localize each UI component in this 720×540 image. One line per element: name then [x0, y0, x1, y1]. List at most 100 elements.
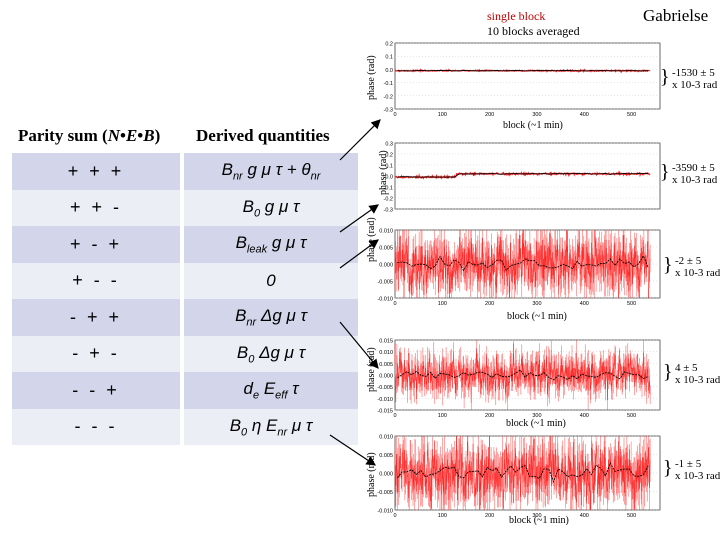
y-axis-label: phase (rad): [378, 150, 389, 195]
x-tick-label: 200: [485, 301, 494, 307]
x-tick-label: 400: [580, 513, 589, 519]
derived-quantity: B0 η Enr μ τ: [184, 408, 358, 445]
parity-row: - - - B0 η Enr μ τ: [12, 408, 358, 445]
y-tick-label: 0.0: [385, 68, 393, 74]
y-tick-label: 0.2: [385, 153, 393, 159]
author-name: Gabrielse: [643, 6, 709, 25]
y-tick-label: -0.3: [384, 108, 393, 114]
x-tick-label: 100: [438, 301, 447, 307]
y-tick-label: 0.3: [385, 142, 393, 148]
y-tick-label: -0.2: [384, 94, 393, 100]
derived-quantity: Bleak g μ τ: [184, 226, 358, 263]
result-unit: x 10-3 rad: [675, 267, 720, 279]
result-number: -2 ± 5: [675, 255, 702, 267]
x-tick-label: 300: [532, 413, 541, 419]
arrow-2: [339, 204, 379, 233]
brace-icon: }: [660, 161, 670, 183]
derived-quantity: Bnr g μ τ + θnr: [184, 153, 358, 190]
y-tick-label: 0.0: [385, 175, 393, 181]
brace-icon: }: [663, 361, 673, 383]
x-tick-label: 200: [485, 413, 494, 419]
parity-signs: + + -: [12, 189, 180, 226]
y-tick-label: -0.1: [384, 81, 393, 87]
parity-signs: - + +: [12, 299, 180, 336]
brace-icon: }: [663, 254, 673, 276]
x-tick-label: 100: [438, 112, 447, 118]
legend-single-block: single block: [487, 9, 546, 23]
arrow-4: [339, 321, 379, 369]
parity-sum-header: Parity sum (N•E•B): [18, 126, 161, 145]
x-tick-label: 300: [532, 301, 541, 307]
derived-quantity: B0 g μ τ: [184, 189, 358, 226]
result-unit: x 10-3 rad: [675, 470, 720, 482]
parity-signs: - - -: [12, 408, 180, 445]
y-axis-label: phase (rad): [366, 217, 377, 262]
x-tick-label: 0: [393, 301, 396, 307]
parity-row: - + - B0 Δg μ τ: [12, 335, 358, 372]
parity-row: + - + Bleak g μ τ: [12, 226, 358, 263]
derived-quantity: 0: [184, 262, 358, 299]
x-axis-label: block (~1 min): [509, 515, 569, 526]
x-tick-label: 500: [627, 513, 636, 519]
column-gap: [180, 299, 184, 336]
x-tick-label: 400: [580, 413, 589, 419]
x-tick-label: 100: [438, 513, 447, 519]
derived-quantity: Bnr Δg μ τ: [184, 299, 358, 336]
y-tick-label: -0.1: [384, 186, 393, 192]
x-tick-label: 400: [580, 112, 589, 118]
x-tick-label: 0: [393, 413, 396, 419]
derived-quantities-header: Derived quantities: [196, 126, 330, 145]
column-gap: [180, 408, 184, 445]
column-gap: [180, 189, 184, 226]
brace-icon: }: [660, 66, 670, 88]
y-tick-label: 0.2: [385, 42, 393, 48]
single-block-series: [394, 229, 651, 299]
y-tick-label: -0.010: [377, 297, 393, 303]
y-tick-label: 0.005: [379, 246, 393, 252]
legend-note: single block 10 blocks averaged: [487, 9, 580, 39]
y-tick-label: 0.005: [379, 453, 393, 459]
result-unit: x 10-3 rad: [675, 374, 720, 386]
column-gap: [180, 372, 184, 409]
result-number: -3590 ± 5: [672, 162, 715, 174]
y-tick-label: 0.1: [385, 164, 393, 170]
x-tick-label: 200: [485, 112, 494, 118]
y-tick-label: -0.005: [377, 385, 393, 391]
y-axis-label: phase (rad): [366, 347, 377, 392]
y-tick-label: 0.010: [379, 350, 393, 356]
parity-table: + + + Bnr g μ τ + θnr + + - B0 g μ τ + - + Bl…: [12, 153, 358, 445]
column-gap: [180, 153, 184, 190]
result-unit: x 10-3 rad: [672, 79, 718, 91]
x-axis-label: block (~1 min): [503, 120, 563, 131]
x-tick-label: 300: [532, 112, 541, 118]
y-tick-label: 0.015: [379, 339, 393, 345]
y-tick-label: 0.000: [379, 472, 393, 478]
y-tick-label: -0.010: [377, 397, 393, 403]
phase-plot-1: 0.2 0.1 0.0 -0.1 -0.2 -0.30 100 200 300 400 500: [384, 42, 661, 118]
result-number: -1530 ± 5: [672, 67, 715, 79]
derived-quantity: de Eeff τ: [184, 372, 358, 409]
column-gap: [180, 262, 184, 299]
averaged-series: [397, 369, 649, 381]
parity-signs: + - -: [12, 262, 180, 299]
x-tick-label: 0: [393, 112, 396, 118]
y-tick-label: 0.000: [379, 374, 393, 380]
averaged-series: [397, 172, 649, 178]
y-tick-label: 0.010: [379, 435, 393, 441]
parity-row: + + - B0 g μ τ: [12, 189, 358, 226]
parity-row: - + + Bnr Δg μ τ: [12, 299, 358, 336]
x-tick-label: 200: [485, 513, 494, 519]
averaged-series: [397, 462, 649, 483]
x-tick-label: 400: [580, 301, 589, 307]
x-tick-label: 0: [393, 513, 396, 519]
brace-icon: }: [663, 457, 673, 479]
y-tick-label: 0.005: [379, 362, 393, 368]
y-axis-label: phase (rad): [366, 452, 377, 497]
